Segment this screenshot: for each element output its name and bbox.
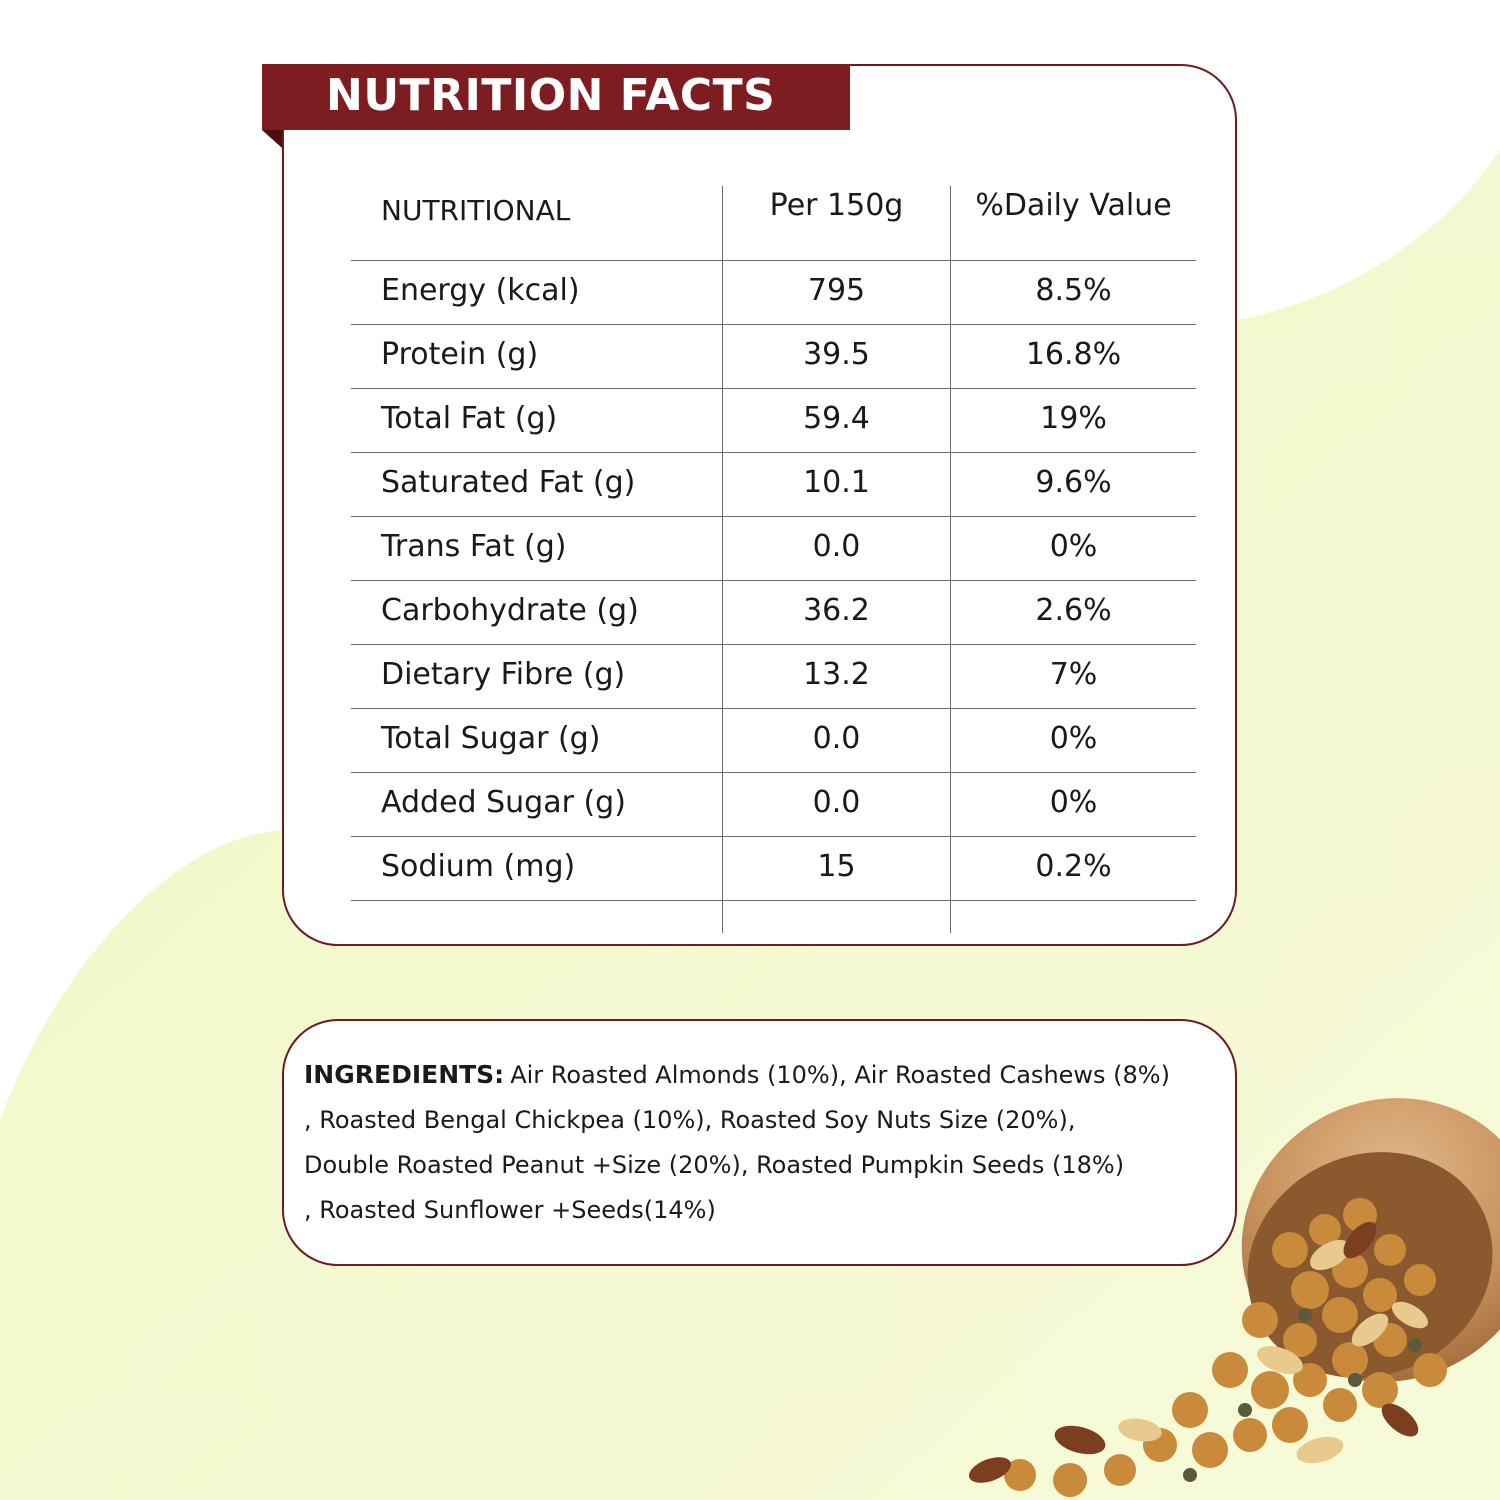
ingredients-line: Double Roasted Peanut +Size (20%), Roast… [304, 1151, 1125, 1179]
table-row: Added Sugar (g) 0.0 0% [351, 773, 1196, 837]
ingredients-line: INGREDIENTS: Air Roasted Almonds (10%), A… [304, 1052, 1224, 1098]
table-row: Sodium (mg) 15 0.2% [351, 837, 1196, 901]
nutrition-title: NUTRITION FACTS [326, 70, 776, 121]
nutrient-label: Trans Fat (g) [381, 529, 567, 564]
nutrient-label: Carbohydrate (g) [381, 593, 639, 628]
header-per: Per 150g [769, 188, 904, 223]
table-row: Total Fat (g) 59.4 19% [351, 389, 1196, 453]
table-row: Energy (kcal) 795 8.5% [351, 261, 1196, 325]
header-daily-value: %Daily Value [975, 188, 1172, 223]
nutrition-banner [262, 64, 850, 130]
nutrient-label: Dietary Fibre (g) [381, 657, 626, 692]
nutrient-daily: 0.2% [1035, 849, 1112, 884]
nutrient-value: 39.5 [803, 337, 870, 372]
nutrient-value: 59.4 [803, 401, 870, 436]
nutrient-label: Energy (kcal) [381, 273, 580, 308]
nutrient-value: 0.0 [812, 529, 861, 564]
header-nutritional: NUTRITIONAL [381, 194, 571, 227]
nutrient-value: 15 [817, 849, 856, 884]
nutrient-daily: 8.5% [1035, 273, 1112, 308]
nutrient-label: Sodium (mg) [381, 849, 576, 884]
nutrient-daily: 0% [1049, 721, 1098, 756]
table-row: Trans Fat (g) 0.0 0% [351, 517, 1196, 581]
nutrition-facts-card [282, 64, 1237, 946]
table-row: Dietary Fibre (g) 13.2 7% [351, 645, 1196, 709]
ingredients-text: INGREDIENTS: Air Roasted Almonds (10%), A… [304, 1052, 1224, 1233]
table-header: NUTRITIONAL Per 150g %Daily Value [351, 186, 1196, 261]
nutrient-value: 13.2 [803, 657, 870, 692]
column-divider [950, 186, 951, 933]
nutrient-label: Added Sugar (g) [381, 785, 626, 820]
nutrient-label: Saturated Fat (g) [381, 465, 636, 500]
nutrient-value: 795 [807, 273, 866, 308]
nutrient-label: Total Fat (g) [381, 401, 558, 436]
table-spacer-row [351, 901, 1196, 933]
nutrient-daily: 0% [1049, 785, 1098, 820]
nutrient-value: 0.0 [812, 785, 861, 820]
nutrient-value: 36.2 [803, 593, 870, 628]
table-row: Carbohydrate (g) 36.2 2.6% [351, 581, 1196, 645]
ingredients-line: , Roasted Sunflower +Seeds(14%) [304, 1196, 716, 1224]
nutrient-daily: 16.8% [1025, 337, 1122, 372]
ingredients-card [282, 1019, 1237, 1266]
nutrient-value: 10.1 [803, 465, 870, 500]
nutrient-label: Protein (g) [381, 337, 539, 372]
wooden-bowl-of-nuts-icon [968, 1098, 1500, 1497]
banner-fold [262, 130, 282, 148]
column-divider [722, 186, 723, 933]
nutrient-daily: 0% [1049, 529, 1098, 564]
nutrient-daily: 19% [1040, 401, 1107, 436]
nutrient-daily: 9.6% [1035, 465, 1112, 500]
table-row: Protein (g) 39.5 16.8% [351, 325, 1196, 389]
nutrient-daily: 7% [1049, 657, 1098, 692]
nutrient-label: Total Sugar (g) [381, 721, 601, 756]
table-row: Total Sugar (g) 0.0 0% [351, 709, 1196, 773]
ingredients-heading: INGREDIENTS: [304, 1060, 505, 1089]
table-row: Saturated Fat (g) 10.1 9.6% [351, 453, 1196, 517]
ingredients-line-text: Air Roasted Almonds (10%), Air Roasted C… [510, 1061, 1170, 1089]
nutrition-table: NUTRITIONAL Per 150g %Daily Value Energy… [351, 186, 1196, 933]
nutrient-value: 0.0 [812, 721, 861, 756]
nutrient-daily: 2.6% [1035, 593, 1112, 628]
ingredients-line: , Roasted Bengal Chickpea (10%), Roasted… [304, 1106, 1076, 1134]
